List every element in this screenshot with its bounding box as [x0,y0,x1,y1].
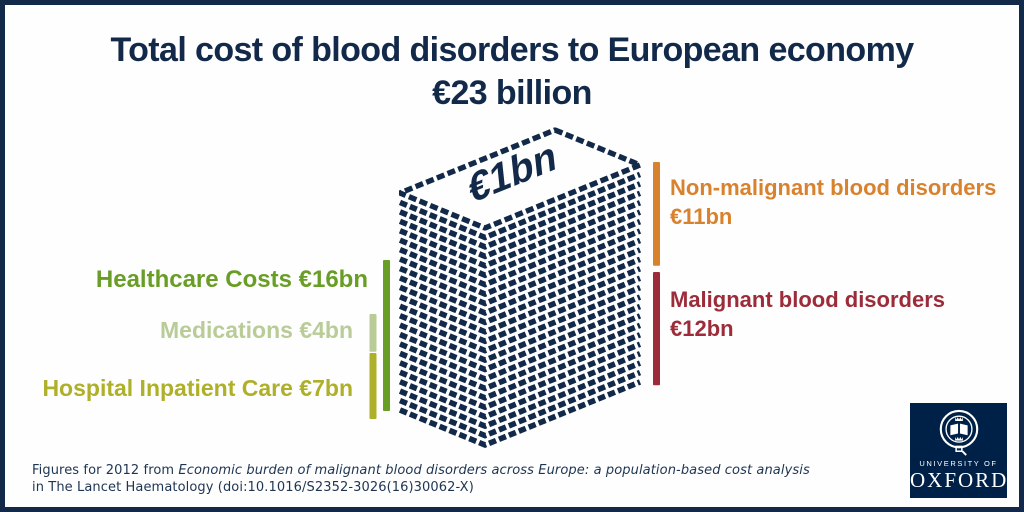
banknote-layer [398,379,642,449]
title-line2: €23 billion [432,74,592,112]
banknote-layer [398,275,642,345]
banknote-layer [398,200,642,269]
bar-malignant [653,272,660,386]
banknote-layer [398,294,642,364]
banknote-layer [398,266,642,335]
banknote-layer [398,247,642,316]
label-healthcare-costs: Healthcare Costs €16bn [95,266,368,293]
banknote-layer [398,351,642,420]
banknote-layer [398,313,642,382]
stack-top-face [398,127,642,231]
bar-non-malignant [653,162,660,266]
non-malignant-name: Non-malignant blood disorders [670,175,997,200]
label-medications: Medications €4bn [160,317,353,343]
oxford-crest-icon [939,409,978,456]
title-line1: Total cost of blood disorders to Europea… [110,31,914,69]
logo-oxford: OXFORD [910,468,1009,492]
malignant-name: Malignant blood disorders [670,287,946,312]
banknote-layer [398,285,642,354]
non-malignant-value: €11bn [670,204,733,229]
banknote-layer [398,219,642,288]
footer-citation: Figures for 2012 from Economic burden of… [32,463,912,496]
bar-medications [369,314,377,352]
banknote-layer [398,322,642,392]
label-hospital-inpatient: Hospital Inpatient Care €7bn [42,375,353,401]
banknote-layer [398,341,642,411]
oxford-logo: UNIVERSITY OF OXFORD [910,403,1007,498]
banknote-layer [398,171,642,241]
banknote-layer [398,190,642,260]
banknote-layer [398,360,642,430]
bar-hospital-inpatient [369,353,377,420]
footer-prefix: Figures for 2012 from [32,463,179,478]
footer-source-title: Economic burden of malignant blood disor… [178,463,810,478]
malignant-value: €12bn [670,316,734,341]
banknote-layer [398,332,642,401]
banknote-layer [398,181,642,250]
footer-journal-doi: in The Lancet Haematology (doi:10.1016/S… [32,479,474,495]
money-stack-graphic: €1bn [369,127,660,449]
banknote-layer [398,303,642,373]
banknote-layer [398,237,642,307]
banknote-layer [398,369,642,439]
bar-healthcare-costs [383,260,390,411]
banknote-layer [398,228,642,298]
label-malignant: Malignant blood disorders €12bn [670,285,1019,343]
banknote-layer [398,209,642,279]
logo-university-of: UNIVERSITY OF [919,459,998,468]
page-title: Total cost of blood disorders to Europea… [5,29,1019,115]
banknote-layer [398,256,642,326]
label-non-malignant: Non-malignant blood disorders €11bn [670,173,1019,231]
